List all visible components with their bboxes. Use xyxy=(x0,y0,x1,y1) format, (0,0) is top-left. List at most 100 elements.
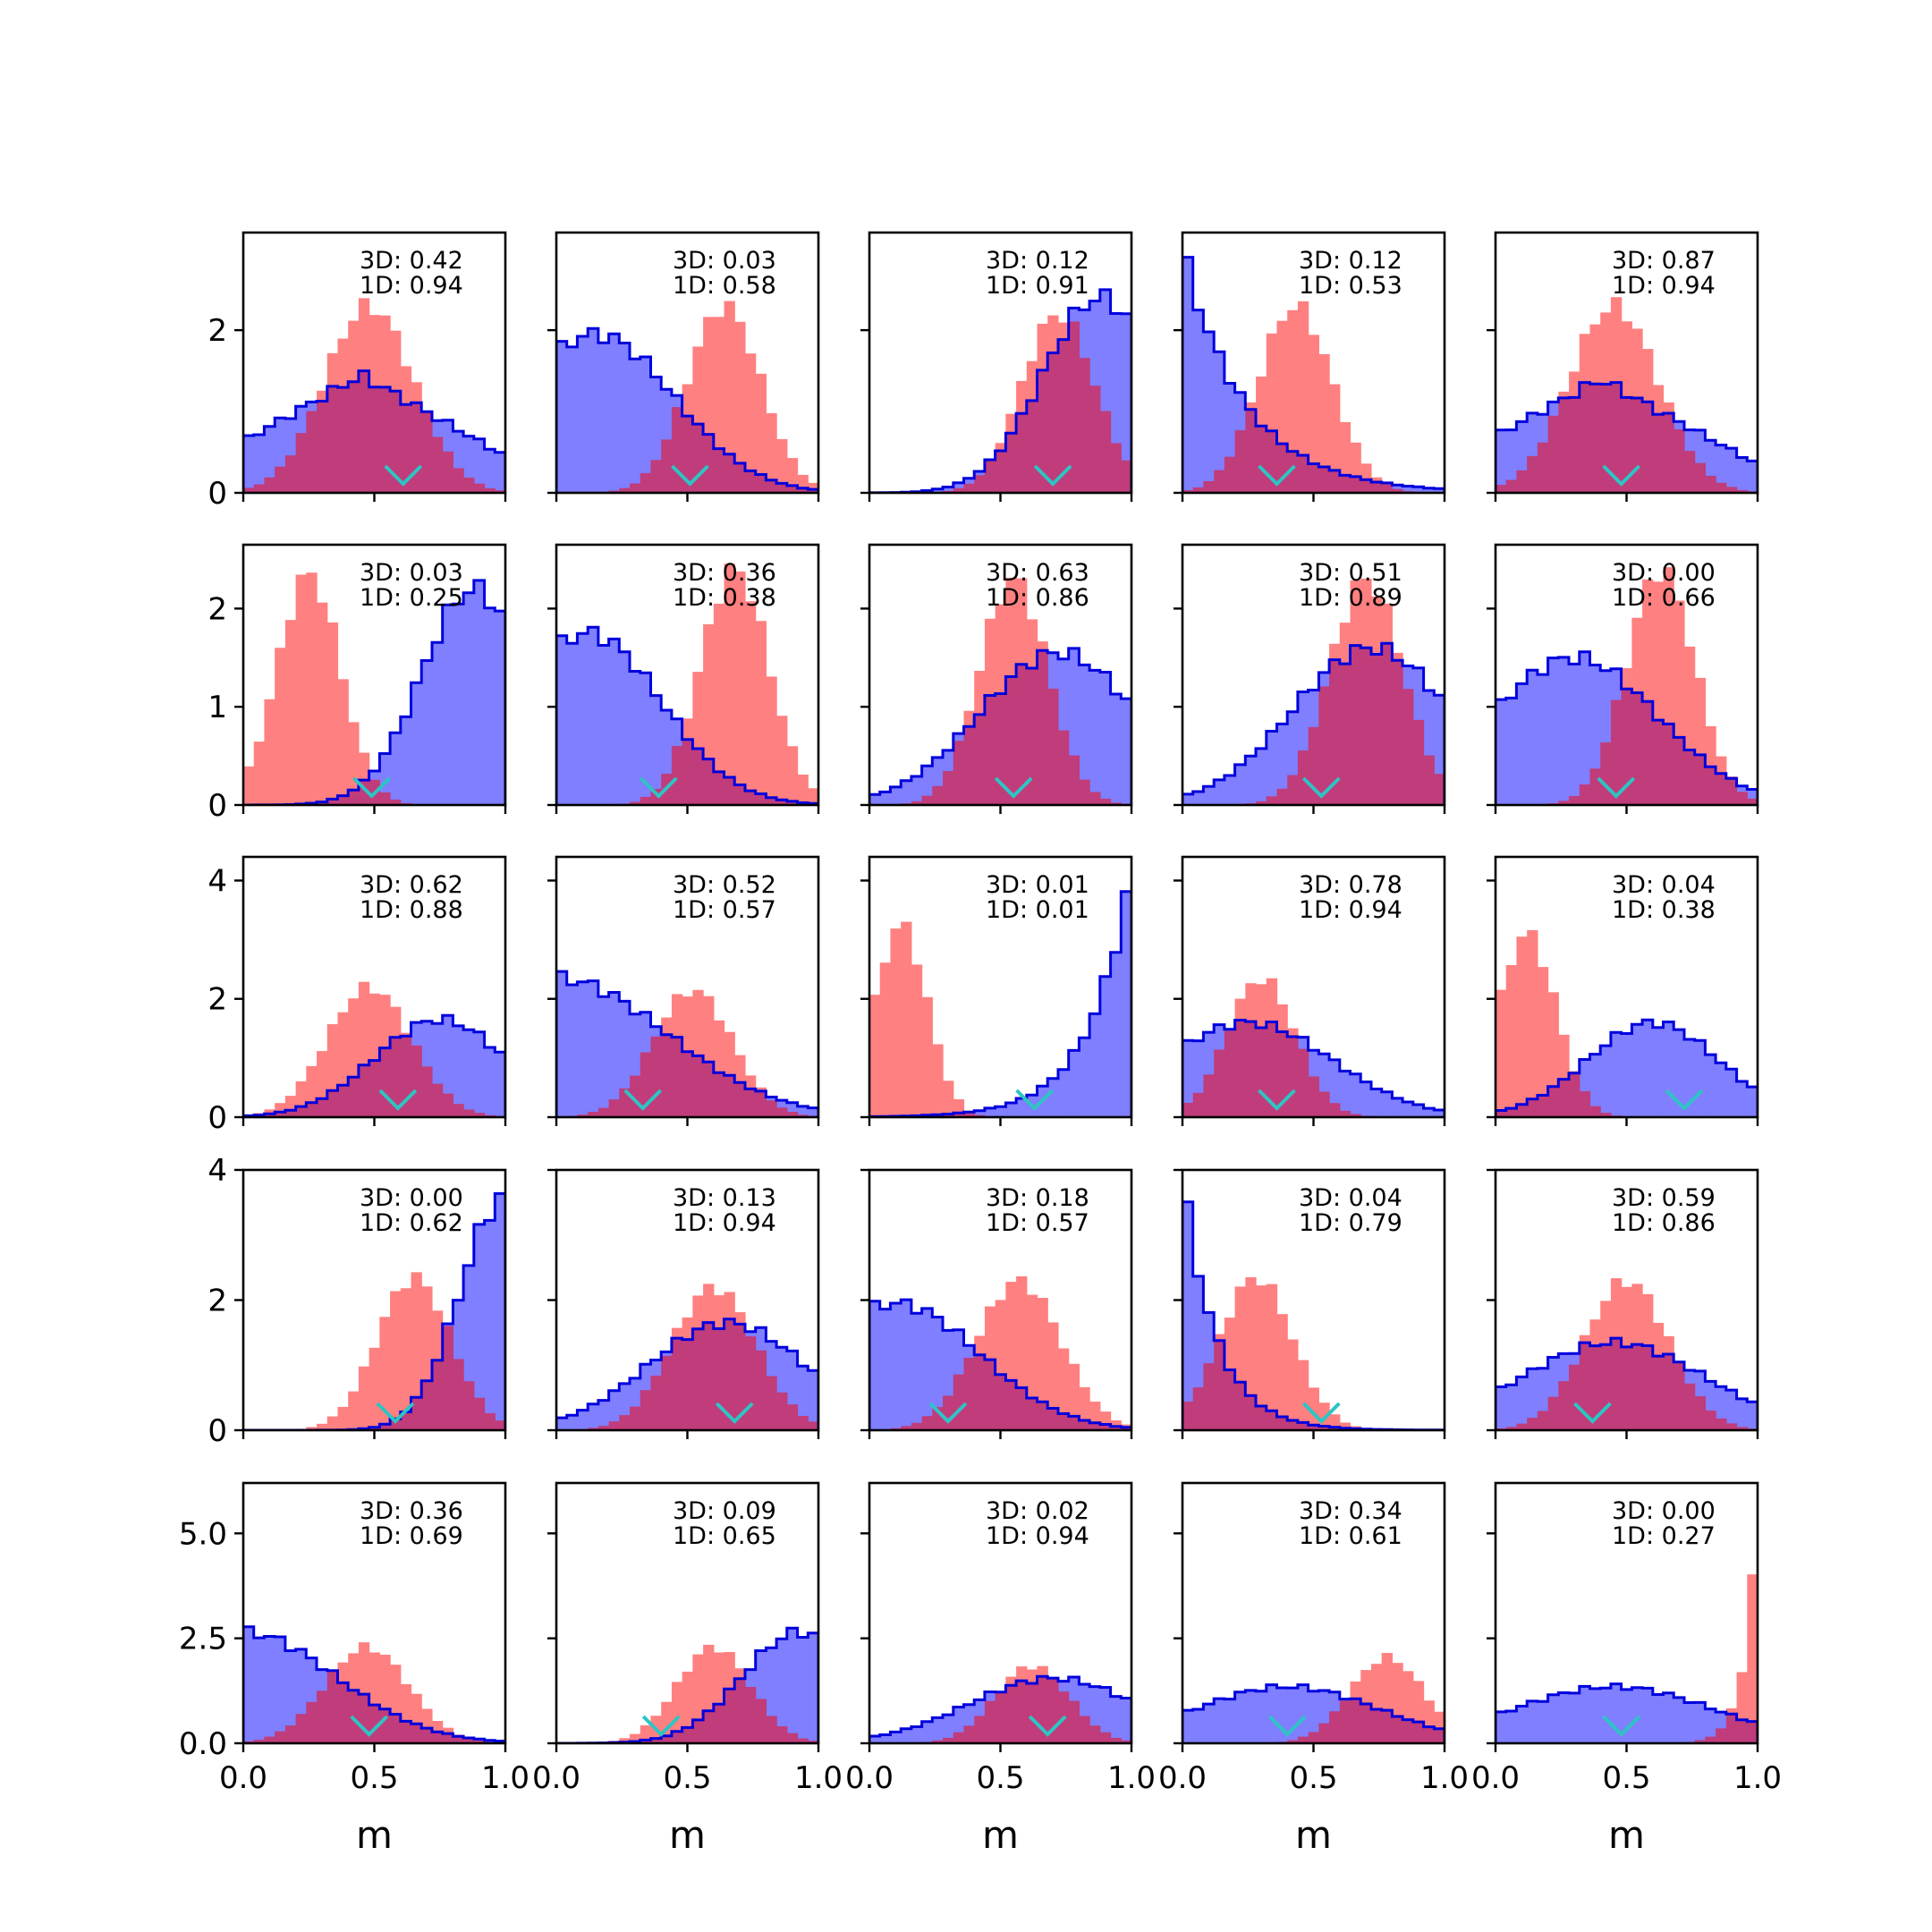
blue-bar xyxy=(1182,1201,1194,1430)
red-bar xyxy=(1694,677,1706,755)
overlap-bar xyxy=(1370,481,1383,493)
red-bar xyxy=(317,1423,328,1430)
overlap-bar xyxy=(326,1670,339,1743)
overlap-bar xyxy=(253,484,266,493)
red-bar xyxy=(369,1347,380,1428)
overlap-bar xyxy=(901,1426,912,1430)
red-bar xyxy=(734,572,746,785)
overlap-bar xyxy=(1505,1108,1518,1117)
overlap-bar xyxy=(1674,737,1685,805)
overlap-bar xyxy=(776,483,788,493)
red-bar xyxy=(264,1109,275,1114)
overlap-bar xyxy=(390,1419,402,1430)
overlap-bar xyxy=(1705,767,1716,805)
overlap-bar xyxy=(1079,1716,1090,1743)
blue-bar xyxy=(1747,1402,1758,1430)
overlap-bar xyxy=(1547,415,1559,493)
annotation-3d: 3D: 0.51 xyxy=(1299,559,1402,587)
blue-bar xyxy=(1674,1697,1685,1743)
overlap-bar xyxy=(1308,1732,1319,1743)
overlap-bar xyxy=(369,1427,380,1430)
blue-bar xyxy=(253,1638,266,1743)
overlap-bar xyxy=(671,746,683,805)
overlap-bar xyxy=(797,487,809,493)
red-bar xyxy=(1381,1653,1393,1711)
overlap-bar xyxy=(1079,1420,1090,1430)
blue-bar xyxy=(879,1734,892,1743)
overlap-bar xyxy=(495,1420,505,1430)
blue-bar xyxy=(1339,1071,1352,1117)
overlap-bar xyxy=(1287,775,1299,805)
blue-bar xyxy=(264,426,275,493)
red-bar xyxy=(1110,1419,1122,1427)
red-bar xyxy=(306,1427,318,1430)
overlap-bar xyxy=(337,795,349,805)
red-bar xyxy=(1360,463,1372,480)
red-bar xyxy=(1329,384,1341,470)
blue-step-outline xyxy=(1496,381,1758,493)
overlap-bar xyxy=(431,1083,444,1117)
red-bar xyxy=(1276,320,1288,445)
blue-step-outline xyxy=(243,1013,505,1117)
overlap-bar xyxy=(1381,484,1393,493)
overlap-bar xyxy=(682,416,693,493)
red-bar xyxy=(1016,1666,1028,1682)
blue-step-outline xyxy=(1496,650,1758,805)
red-bar xyxy=(1016,578,1028,665)
red-bar xyxy=(713,1020,725,1073)
overlap-bar xyxy=(1600,1344,1612,1430)
marker-v xyxy=(378,1089,418,1111)
annotation-3d: 3D: 0.78 xyxy=(1299,871,1402,899)
red-bar xyxy=(869,995,881,1117)
overlap-bar xyxy=(650,1376,662,1430)
blue-bar xyxy=(1121,891,1131,1117)
blue-bar xyxy=(1694,1040,1706,1117)
red-bar xyxy=(326,352,339,386)
overlap-bar xyxy=(473,1113,486,1117)
red-bar xyxy=(1318,353,1330,467)
overlap-bar xyxy=(1579,382,1591,493)
blue-bar xyxy=(1256,748,1267,805)
overlap-bar xyxy=(1674,428,1685,493)
red-bar xyxy=(348,320,360,382)
overlap-bar xyxy=(1610,699,1623,805)
annotation-1d: 1D: 0.57 xyxy=(986,1209,1089,1237)
overlap-bar xyxy=(963,483,975,493)
overlap-bar xyxy=(1224,1030,1236,1117)
blue-bar xyxy=(473,1031,486,1117)
blue-bar xyxy=(1725,1069,1738,1117)
overlap-bar xyxy=(1121,1740,1131,1743)
blue-bar xyxy=(284,1650,297,1743)
blue-bar xyxy=(264,1636,275,1743)
overlap-bar xyxy=(1621,397,1632,493)
blue-bar xyxy=(1016,1098,1028,1117)
overlap-bar xyxy=(442,1093,453,1117)
red-bar xyxy=(1026,1294,1038,1399)
overlap-bar xyxy=(431,1732,444,1743)
marker-v xyxy=(350,1715,389,1737)
overlap-bar xyxy=(390,799,402,805)
overlap-bar xyxy=(953,1732,965,1743)
marker-v xyxy=(1602,464,1641,487)
blue-bar xyxy=(1182,1040,1194,1117)
red-bar xyxy=(306,572,318,804)
red-bar xyxy=(995,604,1006,694)
blue-bar xyxy=(597,1400,610,1430)
red-bar xyxy=(1037,323,1048,370)
overlap-bar xyxy=(630,1406,641,1430)
overlap-bar xyxy=(1256,1405,1267,1430)
marker-v xyxy=(1267,1715,1307,1737)
overlap-bar xyxy=(1600,742,1612,805)
annotation-1d: 1D: 0.69 xyxy=(360,1522,463,1550)
blue-bar xyxy=(1256,1690,1267,1743)
overlap-bar xyxy=(1412,1722,1425,1743)
red-bar xyxy=(1496,989,1507,1111)
red-bar xyxy=(1266,1284,1278,1411)
overlap-bar xyxy=(943,770,954,805)
annotation-1d: 1D: 0.79 xyxy=(1299,1209,1402,1237)
overlap-bar xyxy=(1642,402,1654,493)
red-bar xyxy=(379,315,391,387)
blue-bar xyxy=(1642,1020,1654,1117)
marker-v xyxy=(1597,776,1636,799)
